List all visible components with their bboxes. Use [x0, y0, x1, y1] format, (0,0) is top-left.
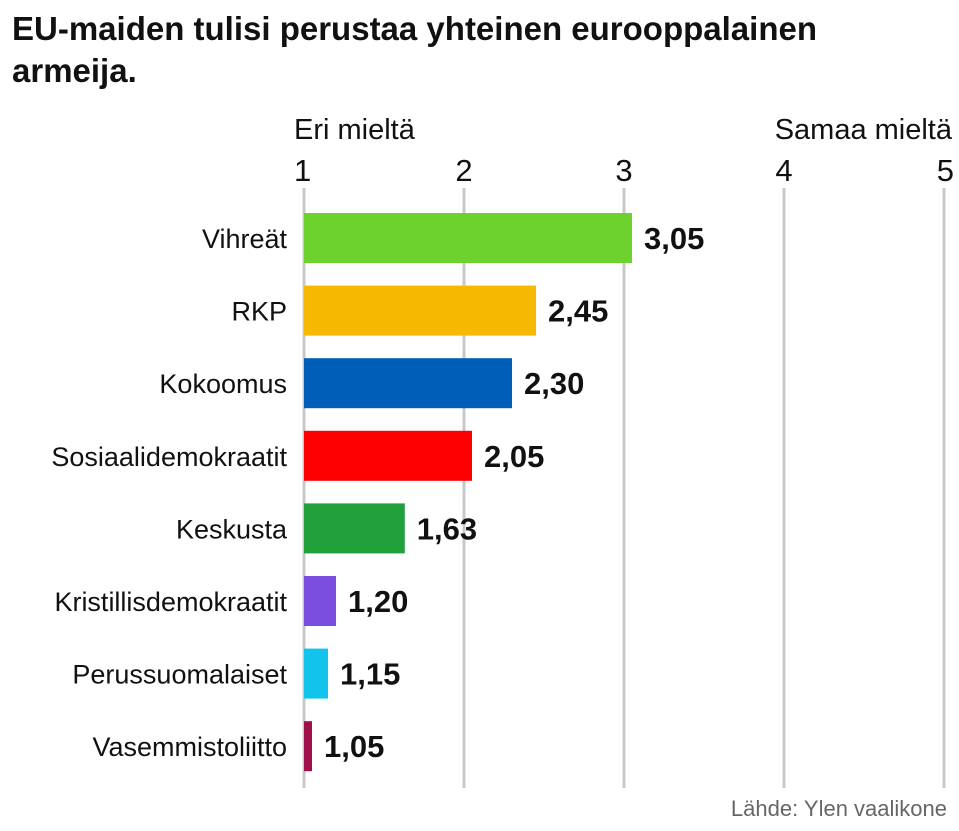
x-tick-label-2: 2 — [455, 153, 472, 188]
value-label-vasemmistoliitto: 1,05 — [324, 729, 384, 764]
category-label-perussuomalaiset: Perussuomalaiset — [72, 660, 287, 690]
category-label-keskusta: Keskusta — [176, 514, 288, 544]
bar-vasemmistoliitto — [304, 721, 312, 772]
bar-keskusta — [304, 503, 405, 554]
value-label-perussuomalaiset: 1,15 — [340, 657, 400, 692]
value-label-vihreat: 3,05 — [644, 221, 704, 256]
bar-kokoomus — [304, 358, 512, 409]
left-axis-end-label: Eri mieltä — [294, 114, 416, 146]
tick-labels: 1 2 3 4 5 — [294, 153, 954, 188]
bar-sosiaalidemokraatit — [304, 430, 472, 481]
value-label-kokoomus: 2,30 — [524, 366, 584, 401]
source-note: Lähde: Ylen vaalikone — [730, 796, 947, 821]
bars: Vihreät 3,05 RKP 2,45 Kokoomus 2,30 Sosiaalide… — [51, 213, 704, 772]
chart-title: EU-maiden tulisi perustaa yhteinen euroo… — [12, 10, 817, 89]
x-tick-label-3: 3 — [615, 153, 632, 188]
bar-kristillisdemokraatit — [304, 576, 336, 626]
value-label-kristillisdemokraatit: 1,20 — [348, 584, 408, 619]
x-tick-label-5: 5 — [937, 153, 954, 188]
value-label-sosiaalidemokraatit: 2,05 — [484, 439, 544, 474]
category-label-kristillisdemokraatit: Kristillisdemokraatit — [54, 587, 287, 617]
category-label-vasemmistoliitto: Vasemmistoliitto — [92, 732, 287, 762]
bar-perussuomalaiset — [304, 648, 328, 699]
gridlines — [302, 188, 946, 788]
category-label-vihreat: Vihreät — [202, 224, 288, 254]
category-label-kokoomus: Kokoomus — [159, 369, 287, 399]
bar-vihreat — [304, 213, 632, 263]
category-label-sosiaalidemokraatit: Sosiaalidemokraatit — [51, 442, 287, 472]
bar-rkp — [304, 285, 536, 336]
x-tick-label-4: 4 — [775, 153, 792, 188]
right-axis-end-label: Samaa mieltä — [775, 114, 953, 146]
value-label-rkp: 2,45 — [548, 294, 608, 329]
value-label-keskusta: 1,63 — [417, 511, 477, 546]
x-tick-label-1: 1 — [294, 153, 311, 188]
category-label-rkp: RKP — [231, 297, 287, 327]
